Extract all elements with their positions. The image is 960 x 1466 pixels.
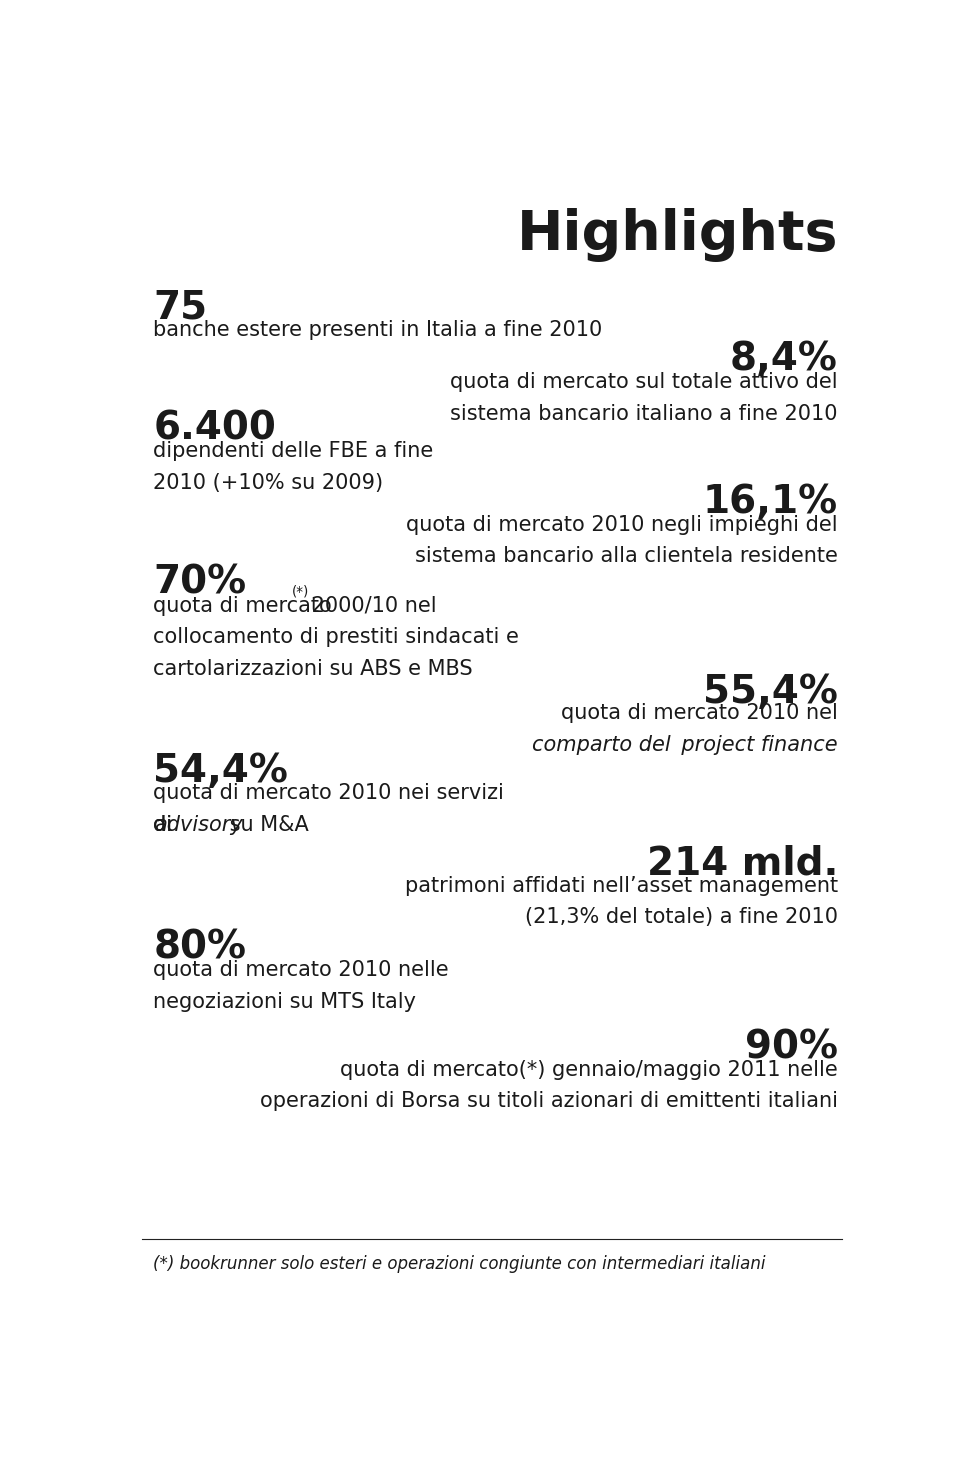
Text: 2000/10 nel: 2000/10 nel — [305, 595, 437, 616]
Text: quota di mercato(*) gennaio/maggio 2011 nelle: quota di mercato(*) gennaio/maggio 2011 … — [340, 1060, 838, 1080]
Text: quota di mercato: quota di mercato — [154, 595, 332, 616]
Text: 54,4%: 54,4% — [154, 752, 288, 790]
Text: sistema bancario alla clientela residente: sistema bancario alla clientela resident… — [415, 547, 838, 566]
Text: 75: 75 — [154, 289, 207, 327]
Text: quota di mercato 2010 nelle: quota di mercato 2010 nelle — [154, 960, 449, 981]
Text: cartolarizzazioni su ABS e MBS: cartolarizzazioni su ABS e MBS — [154, 660, 473, 679]
Text: advisory: advisory — [155, 815, 243, 834]
Text: 90%: 90% — [745, 1028, 838, 1066]
Text: 70%: 70% — [154, 563, 247, 601]
Text: (21,3% del totale) a fine 2010: (21,3% del totale) a fine 2010 — [525, 907, 838, 928]
Text: su M&A: su M&A — [223, 815, 309, 834]
Text: quota di mercato 2010 nel: quota di mercato 2010 nel — [561, 704, 838, 723]
Text: (*) bookrunner solo esteri e operazioni congiunte con intermediari italiani: (*) bookrunner solo esteri e operazioni … — [154, 1255, 766, 1272]
Text: negoziazioni su MTS Italy: negoziazioni su MTS Italy — [154, 992, 417, 1012]
Text: dipendenti delle FBE a fine: dipendenti delle FBE a fine — [154, 441, 434, 462]
Text: operazioni di Borsa su titoli azionari di emittenti italiani: operazioni di Borsa su titoli azionari d… — [260, 1091, 838, 1111]
Text: (*): (*) — [292, 585, 309, 598]
Text: 8,4%: 8,4% — [731, 340, 838, 378]
Text: quota di mercato 2010 negli impieghi del: quota di mercato 2010 negli impieghi del — [406, 515, 838, 535]
Text: 214 mld.: 214 mld. — [647, 844, 838, 883]
Text: quota di mercato 2010 nei servizi: quota di mercato 2010 nei servizi — [154, 783, 504, 803]
Text: Highlights: Highlights — [516, 208, 838, 261]
Text: di: di — [154, 815, 180, 834]
Text: di: di — [154, 815, 180, 834]
Text: banche estere presenti in Italia a fine 2010: banche estere presenti in Italia a fine … — [154, 321, 603, 340]
Text: patrimoni affidati nell’asset management: patrimoni affidati nell’asset management — [405, 875, 838, 896]
Text: 2010 (+10% su 2009): 2010 (+10% su 2009) — [154, 474, 384, 493]
Text: 6.400: 6.400 — [154, 409, 276, 447]
Text: comparto del  project finance: comparto del project finance — [533, 734, 838, 755]
Text: 55,4%: 55,4% — [703, 673, 838, 711]
Text: 16,1%: 16,1% — [703, 482, 838, 520]
Text: sistema bancario italiano a fine 2010: sistema bancario italiano a fine 2010 — [450, 405, 838, 424]
Text: quota di mercato sul totale attivo del: quota di mercato sul totale attivo del — [450, 372, 838, 393]
Text: 80%: 80% — [154, 929, 247, 968]
Text: collocamento di prestiti sindacati e: collocamento di prestiti sindacati e — [154, 627, 519, 648]
